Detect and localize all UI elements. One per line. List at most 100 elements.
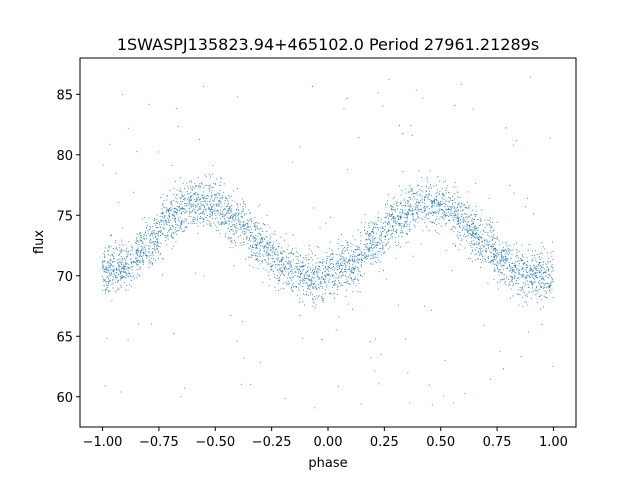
data-point	[335, 266, 337, 268]
data-point	[143, 236, 145, 237]
data-point	[526, 280, 528, 282]
data-point	[177, 206, 179, 208]
data-point	[516, 269, 518, 271]
data-point	[442, 192, 443, 194]
data-point	[219, 190, 221, 192]
data-point	[202, 211, 204, 212]
data-point	[213, 222, 215, 224]
data-point	[440, 204, 442, 206]
data-point	[213, 203, 215, 205]
data-point	[175, 230, 177, 232]
data-point	[453, 205, 455, 207]
data-point	[267, 240, 269, 242]
data-point	[412, 255, 414, 257]
data-point	[329, 247, 331, 249]
data-point	[341, 275, 343, 276]
data-point	[231, 216, 233, 218]
data-point	[418, 202, 420, 203]
data-point	[148, 251, 150, 252]
data-point	[454, 215, 456, 216]
data-point	[251, 232, 253, 233]
data-point	[157, 235, 159, 237]
data-point	[153, 232, 155, 234]
data-point	[172, 232, 174, 234]
data-point	[326, 256, 328, 257]
data-point	[477, 236, 479, 238]
data-point	[340, 265, 342, 267]
data-point	[545, 292, 547, 294]
data-point	[518, 271, 520, 273]
data-point	[129, 275, 131, 277]
data-point	[181, 222, 182, 224]
data-point	[299, 269, 301, 271]
data-point	[427, 206, 429, 208]
data-point	[297, 266, 299, 268]
data-point	[490, 221, 492, 223]
data-point	[281, 260, 282, 262]
data-point	[487, 245, 489, 246]
data-point	[416, 212, 418, 214]
data-point	[483, 240, 485, 242]
data-point	[168, 221, 170, 223]
data-point	[182, 201, 184, 203]
data-point	[336, 254, 338, 256]
data-point	[533, 267, 535, 269]
data-point	[475, 214, 477, 216]
data-point	[275, 277, 277, 279]
data-point	[401, 225, 402, 227]
data-point	[144, 247, 146, 249]
data-point	[168, 219, 170, 221]
data-point	[375, 223, 377, 225]
data-point	[264, 259, 266, 261]
data-point	[157, 220, 159, 222]
data-point	[125, 264, 127, 265]
data-point	[435, 212, 437, 214]
data-point	[273, 243, 275, 245]
data-point	[204, 199, 206, 201]
data-point	[120, 271, 122, 273]
data-point	[266, 254, 268, 256]
data-point	[102, 267, 104, 269]
data-point	[538, 262, 540, 263]
data-point	[427, 197, 429, 199]
data-point	[534, 257, 536, 259]
data-point	[175, 241, 177, 243]
data-point	[409, 402, 411, 404]
data-point	[283, 263, 284, 265]
data-point	[374, 260, 376, 262]
data-point	[228, 195, 230, 197]
data-point	[165, 237, 167, 238]
data-point	[299, 298, 301, 300]
x-tick-label: −1.00	[83, 435, 123, 450]
data-point	[342, 256, 344, 258]
data-point	[354, 279, 356, 280]
data-point	[211, 206, 213, 208]
data-point	[322, 262, 324, 264]
data-point	[210, 202, 212, 204]
data-point	[550, 283, 552, 285]
data-point	[387, 223, 388, 224]
data-point	[181, 197, 183, 199]
data-point	[264, 246, 266, 248]
data-point	[416, 207, 418, 209]
data-point	[280, 251, 282, 253]
data-point	[372, 250, 374, 252]
data-point	[104, 279, 106, 281]
data-point	[492, 249, 494, 251]
data-point	[524, 277, 526, 279]
data-point	[271, 265, 273, 267]
data-point	[109, 275, 111, 276]
data-point	[306, 270, 308, 272]
data-point	[474, 254, 476, 256]
data-point	[231, 210, 233, 212]
data-point	[325, 275, 326, 277]
data-point	[468, 221, 470, 223]
data-point	[113, 267, 115, 269]
data-point	[170, 227, 171, 229]
data-point	[357, 291, 359, 293]
data-point	[526, 293, 528, 295]
data-point	[275, 258, 277, 260]
data-point	[402, 133, 404, 135]
data-point	[357, 273, 359, 275]
data-point	[516, 255, 518, 257]
